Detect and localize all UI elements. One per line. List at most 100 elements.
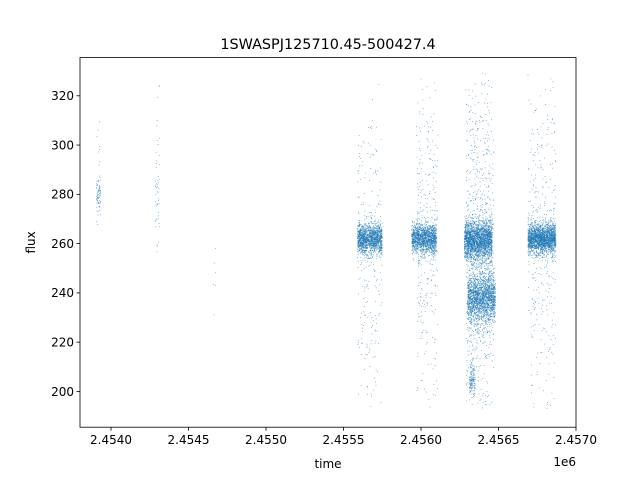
data-point <box>364 252 366 254</box>
data-point <box>433 250 435 252</box>
data-points <box>95 73 557 409</box>
data-point <box>371 241 373 242</box>
data-point <box>416 241 418 243</box>
data-point <box>431 254 433 256</box>
data-point <box>433 274 435 276</box>
data-point <box>427 241 429 243</box>
data-point <box>425 227 427 229</box>
data-point <box>471 246 473 247</box>
data-point <box>414 239 416 241</box>
data-point <box>371 333 373 335</box>
data-point <box>364 358 366 359</box>
data-point <box>491 236 493 238</box>
data-point <box>433 244 435 246</box>
data-point <box>157 176 159 177</box>
data-point <box>368 241 369 242</box>
data-point <box>155 219 157 221</box>
data-point <box>420 235 422 237</box>
data-point <box>366 246 368 248</box>
data-point <box>364 223 366 225</box>
data-point <box>427 227 429 229</box>
data-point <box>434 236 436 238</box>
data-point <box>364 229 366 231</box>
data-point <box>368 265 369 267</box>
data-point <box>370 228 371 230</box>
data-point <box>375 236 376 238</box>
data-point <box>369 230 371 232</box>
data-point <box>156 187 158 188</box>
data-point <box>480 259 482 261</box>
data-point <box>419 224 421 226</box>
data-point <box>425 222 426 223</box>
data-point <box>363 237 364 239</box>
data-point <box>371 218 373 220</box>
data-point <box>372 233 374 234</box>
data-point <box>479 247 481 248</box>
data-point <box>371 255 373 256</box>
data-point <box>478 247 480 248</box>
data-point <box>490 252 492 254</box>
data-point <box>418 163 420 165</box>
data-point <box>430 243 432 244</box>
data-point <box>381 245 383 246</box>
data-point <box>467 253 469 255</box>
data-point <box>379 251 381 253</box>
data-point <box>477 237 478 239</box>
data-point <box>375 249 377 251</box>
data-point <box>375 219 377 221</box>
data-point <box>484 235 486 237</box>
data-point <box>158 155 160 157</box>
data-point <box>427 234 429 236</box>
data-point <box>469 238 471 240</box>
data-point <box>371 228 373 229</box>
data-point <box>430 227 432 229</box>
data-point <box>491 251 493 252</box>
data-point <box>468 232 470 234</box>
data-point <box>156 191 158 193</box>
data-point <box>411 224 413 226</box>
data-point <box>360 260 362 262</box>
data-point <box>381 236 383 237</box>
data-point <box>413 243 415 244</box>
data-point <box>419 229 421 230</box>
data-point <box>358 230 360 232</box>
data-point <box>372 238 373 240</box>
data-point <box>475 237 476 238</box>
data-point <box>369 247 371 248</box>
data-point <box>465 232 467 233</box>
data-point <box>473 231 475 233</box>
data-point <box>367 226 369 228</box>
data-point <box>421 332 423 333</box>
data-point <box>416 238 418 240</box>
data-point <box>476 217 478 219</box>
data-point <box>436 160 438 162</box>
data-point <box>361 243 362 245</box>
data-point <box>430 237 432 239</box>
data-point <box>359 179 361 181</box>
data-point <box>376 236 378 238</box>
data-point <box>370 154 372 156</box>
data-point <box>464 251 466 253</box>
data-point <box>426 249 427 251</box>
data-point <box>491 247 493 249</box>
data-point <box>479 262 481 263</box>
data-point <box>475 232 477 233</box>
data-point <box>363 244 364 246</box>
data-point <box>412 243 413 245</box>
data-point <box>434 246 436 248</box>
data-point <box>156 244 158 246</box>
data-point <box>418 260 419 261</box>
data-point <box>433 248 435 249</box>
data-point <box>473 245 475 247</box>
data-point <box>362 235 364 237</box>
data-point <box>424 240 425 242</box>
data-point <box>380 204 382 206</box>
data-point <box>368 351 370 353</box>
data-point <box>414 226 416 228</box>
data-point <box>430 260 431 262</box>
data-point <box>432 217 434 219</box>
data-point <box>417 202 419 204</box>
data-point <box>479 229 481 231</box>
data-point <box>375 224 376 226</box>
data-point <box>370 216 372 218</box>
